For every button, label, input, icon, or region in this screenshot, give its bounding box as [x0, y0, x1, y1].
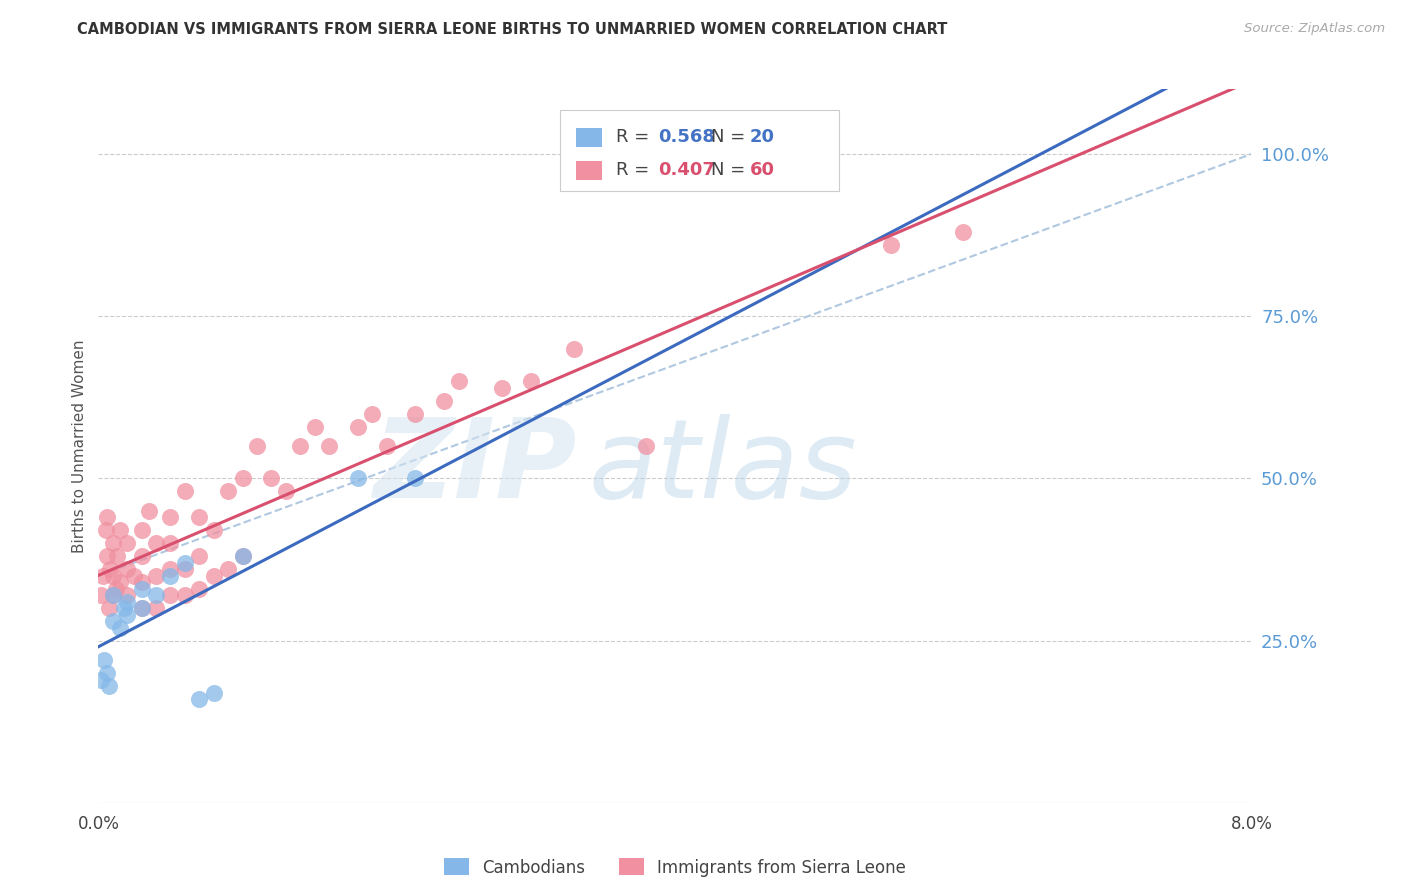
Point — [217, 484, 239, 499]
Point — [174, 588, 197, 602]
Text: R =: R = — [616, 128, 655, 145]
Point — [260, 471, 283, 485]
Point — [131, 575, 153, 590]
Point — [138, 504, 160, 518]
Point — [145, 536, 167, 550]
Point — [96, 666, 118, 681]
Text: ZIP: ZIP — [374, 414, 576, 521]
Point — [101, 588, 124, 602]
Point — [174, 556, 197, 570]
Point — [108, 575, 131, 590]
Point — [98, 562, 121, 576]
Point — [117, 562, 139, 576]
Point — [131, 601, 153, 615]
Text: 0.568: 0.568 — [658, 128, 716, 145]
Point — [202, 568, 225, 582]
Point — [231, 471, 254, 485]
Point — [131, 524, 153, 538]
Point — [636, 439, 658, 453]
Point — [91, 568, 114, 582]
Point — [246, 439, 269, 453]
Point — [520, 374, 543, 388]
Point — [131, 601, 153, 615]
Point — [188, 582, 211, 596]
Point — [96, 549, 118, 564]
Point — [361, 407, 384, 421]
Point — [96, 510, 118, 524]
Point — [101, 588, 124, 602]
Point — [952, 225, 974, 239]
Point — [94, 524, 117, 538]
Point — [159, 568, 181, 582]
Point — [108, 524, 131, 538]
Point — [131, 582, 153, 596]
Point — [101, 568, 124, 582]
Point — [304, 419, 326, 434]
Point — [375, 439, 398, 453]
Point — [104, 582, 127, 596]
Point — [174, 484, 197, 499]
Point — [880, 238, 903, 252]
Point — [290, 439, 312, 453]
Legend: Cambodians, Immigrants from Sierra Leone: Cambodians, Immigrants from Sierra Leone — [444, 858, 905, 877]
Point — [346, 419, 368, 434]
Text: R =: R = — [616, 161, 655, 178]
Point — [274, 484, 297, 499]
Point — [188, 510, 211, 524]
Point — [90, 588, 112, 602]
Point — [231, 549, 254, 564]
Point — [90, 673, 112, 687]
Point — [117, 536, 139, 550]
Point — [562, 342, 585, 356]
Text: 60: 60 — [749, 161, 775, 178]
Point — [174, 562, 197, 576]
Point — [145, 601, 167, 615]
Text: 20: 20 — [749, 128, 775, 145]
Point — [145, 588, 167, 602]
Point — [346, 471, 368, 485]
Point — [188, 692, 211, 706]
Point — [491, 381, 513, 395]
Point — [159, 536, 181, 550]
Point — [124, 568, 146, 582]
Point — [101, 614, 124, 628]
Y-axis label: Births to Unmarried Women: Births to Unmarried Women — [72, 339, 87, 553]
Point — [202, 524, 225, 538]
Point — [318, 439, 340, 453]
Text: 0.407: 0.407 — [658, 161, 714, 178]
Point — [217, 562, 239, 576]
Text: CAMBODIAN VS IMMIGRANTS FROM SIERRA LEONE BIRTHS TO UNMARRIED WOMEN CORRELATION : CAMBODIAN VS IMMIGRANTS FROM SIERRA LEON… — [77, 22, 948, 37]
Point — [101, 536, 124, 550]
Text: N =: N = — [711, 128, 751, 145]
Point — [159, 562, 181, 576]
Point — [188, 549, 211, 564]
Point — [202, 685, 225, 699]
Point — [112, 601, 135, 615]
Point — [447, 374, 470, 388]
Point — [145, 568, 167, 582]
Point — [117, 595, 139, 609]
Point — [97, 601, 120, 615]
Point — [433, 393, 456, 408]
Point — [131, 549, 153, 564]
Point — [231, 549, 254, 564]
Point — [108, 621, 131, 635]
Text: Source: ZipAtlas.com: Source: ZipAtlas.com — [1244, 22, 1385, 36]
Text: atlas: atlas — [588, 414, 858, 521]
Point — [117, 607, 139, 622]
Point — [117, 588, 139, 602]
Point — [405, 407, 427, 421]
Point — [405, 471, 427, 485]
Text: N =: N = — [711, 161, 751, 178]
Point — [159, 588, 181, 602]
Point — [159, 510, 181, 524]
Point — [105, 549, 128, 564]
Point — [97, 679, 120, 693]
Point — [93, 653, 115, 667]
